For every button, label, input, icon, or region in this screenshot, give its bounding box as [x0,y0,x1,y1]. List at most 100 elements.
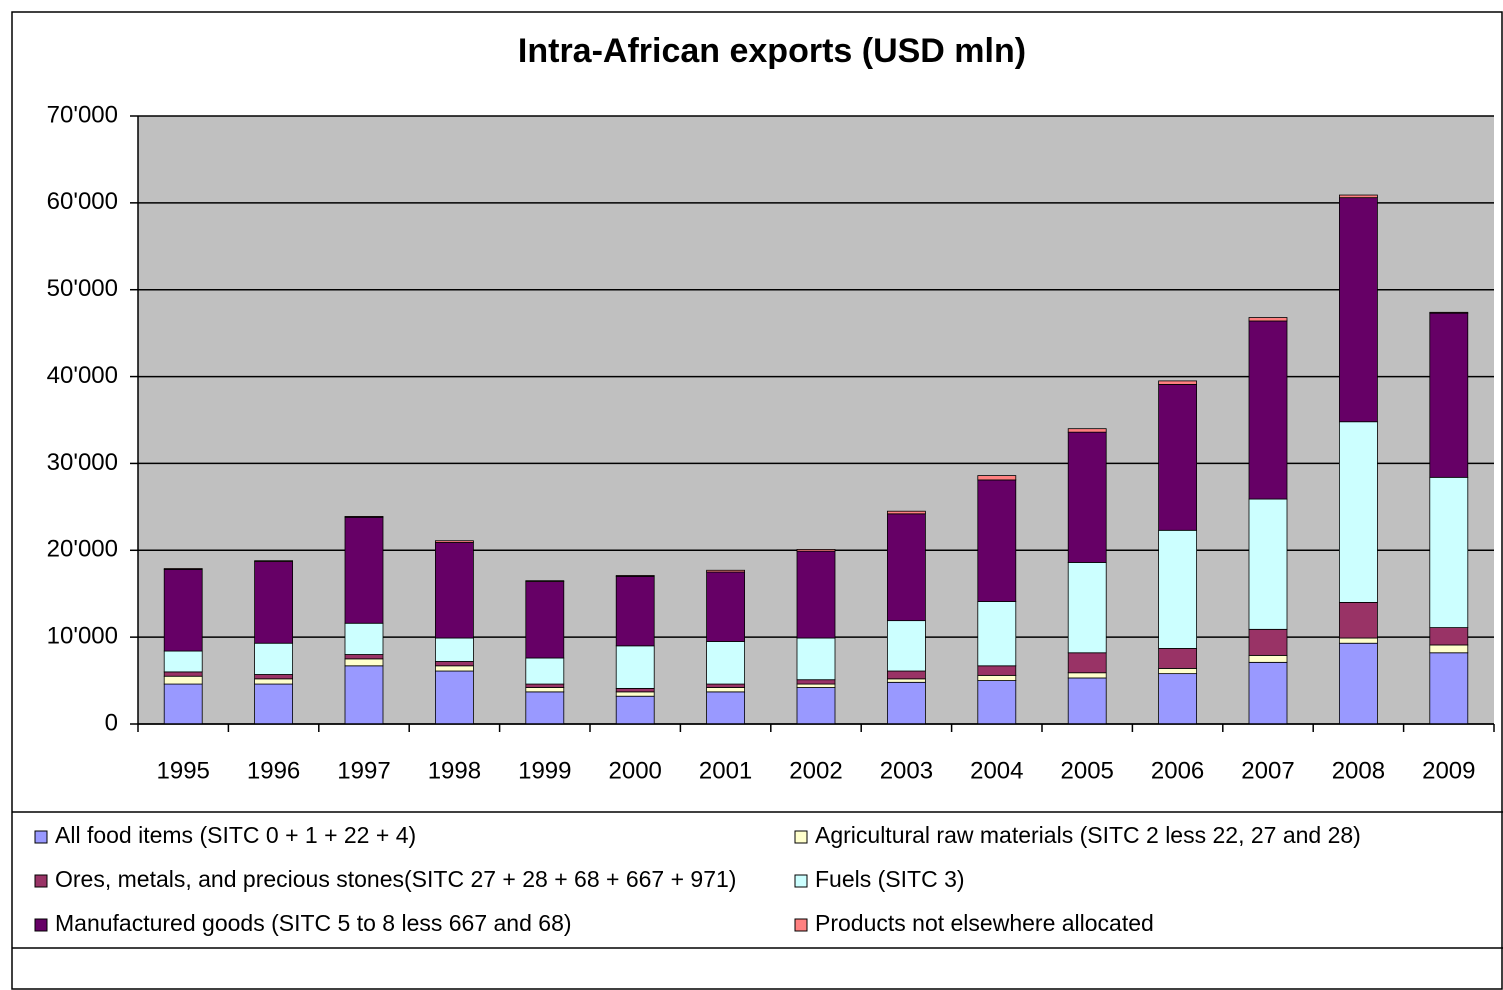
x-tick-label: 2003 [880,757,933,784]
bar-segment [163,568,203,570]
y-tick-label: 50'000 [47,275,118,302]
bar-segment [615,575,655,577]
bar-segment [254,674,294,680]
bar-segment [977,674,1017,681]
bar-segment [887,510,926,515]
bar-segment [1339,642,1378,725]
bar-segment [706,641,745,685]
x-tick-label: 2005 [1061,757,1114,784]
bar-segment [977,479,1017,602]
bar-segment [254,560,294,562]
bar-segment [1067,428,1107,433]
y-tick-label: 30'000 [47,449,118,476]
bar-segment [1429,652,1469,725]
y-tick-label: 40'000 [47,362,118,389]
bar-segment [977,680,1017,725]
bar-segment [977,475,1017,481]
legend-swatch [34,830,48,844]
bar-segment [615,691,655,697]
x-tick-label: 2001 [699,757,752,784]
bar-segment [1067,562,1107,654]
legend-swatch [794,918,808,932]
bar-segment [796,550,836,639]
bar-segment [525,581,565,659]
bar-segment [163,650,203,673]
bar-segment [1158,383,1197,531]
legend-label: All food items (SITC 0 + 1 + 22 + 4) [55,822,416,848]
bar-segment [1429,311,1469,314]
bar-segment [706,569,745,573]
bar-segment [706,571,745,642]
bar-segment [1248,317,1288,322]
bar-segment [254,561,294,644]
x-tick-label: 2006 [1151,757,1204,784]
bar-segment [1158,668,1197,675]
legend-swatch [794,874,808,888]
bar-segment [1067,672,1107,679]
bar-segment [977,601,1017,667]
bar-segment [887,681,926,725]
bar-segment [1158,529,1197,649]
x-tick-label: 1999 [518,757,571,784]
bar-segment [1429,644,1469,654]
bar-segment [1429,627,1469,646]
bar-segment [525,687,565,693]
x-tick-label: 2002 [789,757,842,784]
bar-segment [525,691,565,725]
bar-segment [977,665,1017,676]
bar-segment [1339,637,1378,644]
legend-label: Manufactured goods (SITC 5 to 8 less 667… [55,910,572,936]
bar-segment [887,670,926,680]
bar-segment [706,691,745,725]
bar-segment [163,683,203,725]
x-tick-label: 2004 [970,757,1023,784]
y-tick-label: 70'000 [47,101,118,128]
bar-segment [254,683,294,725]
bar-segment [796,549,836,552]
bar-segment [163,671,203,677]
bar-segment [163,675,203,685]
bar-segment [615,575,655,647]
bar-segment [434,665,474,672]
bar-segment [887,513,926,622]
bar-segment [1158,673,1197,725]
bar-segment [887,620,926,672]
bar-segment [1339,421,1378,603]
bar-segment [1248,654,1288,663]
bar-segment [434,540,474,543]
legend-label: Fuels (SITC 3) [815,866,965,892]
bar-segment [796,683,836,688]
bar-segment [615,695,655,725]
y-tick-label: 10'000 [47,622,118,649]
bar-segment [615,687,655,693]
bar-segment [1158,380,1197,385]
x-tick-label: 1998 [428,757,481,784]
x-tick-label: 2009 [1422,757,1475,784]
legend-swatch [34,918,48,932]
bar-segment [344,654,384,660]
bar-segment [1429,312,1469,478]
bar-segment [434,637,474,662]
chart-title: Intra-African exports (USD mln) [518,32,1026,70]
bar-segment [344,516,384,518]
bar-segment [706,683,745,688]
x-tick-label: 2000 [609,757,662,784]
bar-segment [1248,661,1288,725]
x-tick-label: 2007 [1241,757,1294,784]
bar-segment [254,642,294,675]
bar-segment [1339,194,1378,199]
bar-segment [1248,498,1288,630]
bar-segment [796,637,836,681]
bar-segment [796,679,836,685]
legend-swatch [794,830,808,844]
legend-swatch [34,874,48,888]
x-tick-label: 1997 [337,757,390,784]
bar-segment [1429,476,1469,628]
y-tick-label: 60'000 [47,188,118,215]
bar-segment [344,665,384,725]
x-tick-label: 2008 [1332,757,1385,784]
y-tick-label: 0 [105,709,118,736]
bar-segment [796,687,836,725]
legend-label: Ores, metals, and precious stones(SITC 2… [55,866,736,892]
